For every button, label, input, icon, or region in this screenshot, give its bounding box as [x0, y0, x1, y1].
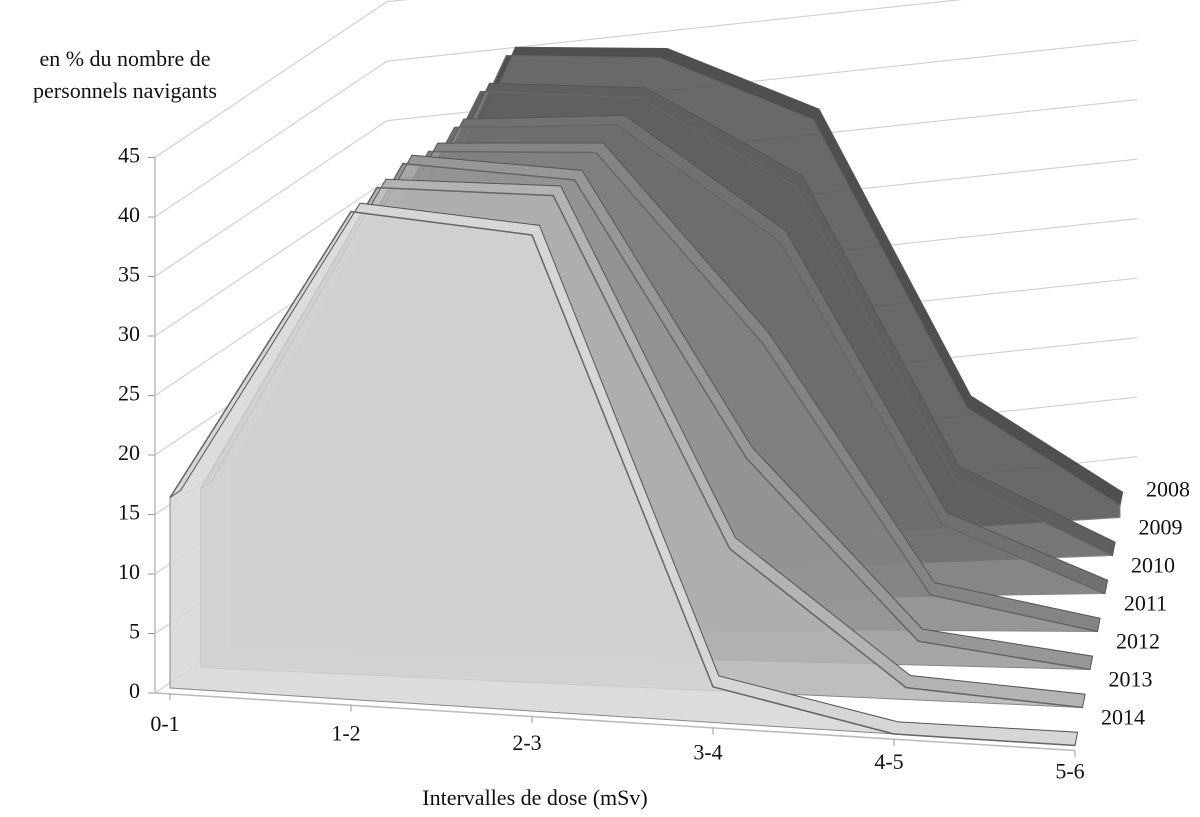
area-top-line — [169, 210, 1076, 747]
x-tick-label: 4-5 — [874, 749, 903, 774]
y-tick-label: 30 — [118, 321, 140, 346]
y-tick-label: 25 — [118, 381, 140, 406]
legend-label: 2013 — [1109, 667, 1153, 692]
legend-label: 2009 — [1139, 515, 1183, 540]
grid-line — [154, 39, 1138, 277]
x-tick-label: 3-4 — [693, 740, 722, 765]
grid-line — [154, 0, 963, 218]
y-tick-label: 35 — [118, 262, 140, 287]
x-tick-label: 5-6 — [1055, 759, 1084, 784]
x-tick-label: 1-2 — [331, 721, 360, 746]
legend-label: 2012 — [1116, 629, 1160, 654]
y-tick-label: 20 — [118, 440, 140, 465]
grid-line — [154, 0, 409, 158]
x-tick-label: 2-3 — [512, 730, 541, 755]
legend-label: 2010 — [1131, 553, 1175, 578]
legend-label: 2014 — [1101, 705, 1145, 730]
x-tick-label: 0-1 — [150, 711, 179, 736]
x-axis-title: Intervalles de dose (mSv) — [422, 785, 647, 810]
y-tick-label: 15 — [118, 500, 140, 525]
x-axis — [154, 692, 1076, 752]
legend-label: 2008 — [1146, 477, 1190, 502]
y-axis-title: personnels navigants — [33, 78, 217, 103]
legend-label: 2011 — [1124, 591, 1167, 616]
y-tick-label: 40 — [118, 202, 140, 227]
y-axis-title: en % du nombre de — [39, 46, 210, 71]
y-tick-label: 5 — [129, 619, 140, 644]
y-tick-label: 0 — [129, 678, 140, 703]
y-tick-label: 10 — [118, 559, 140, 584]
y-tick-label: 45 — [118, 143, 140, 168]
